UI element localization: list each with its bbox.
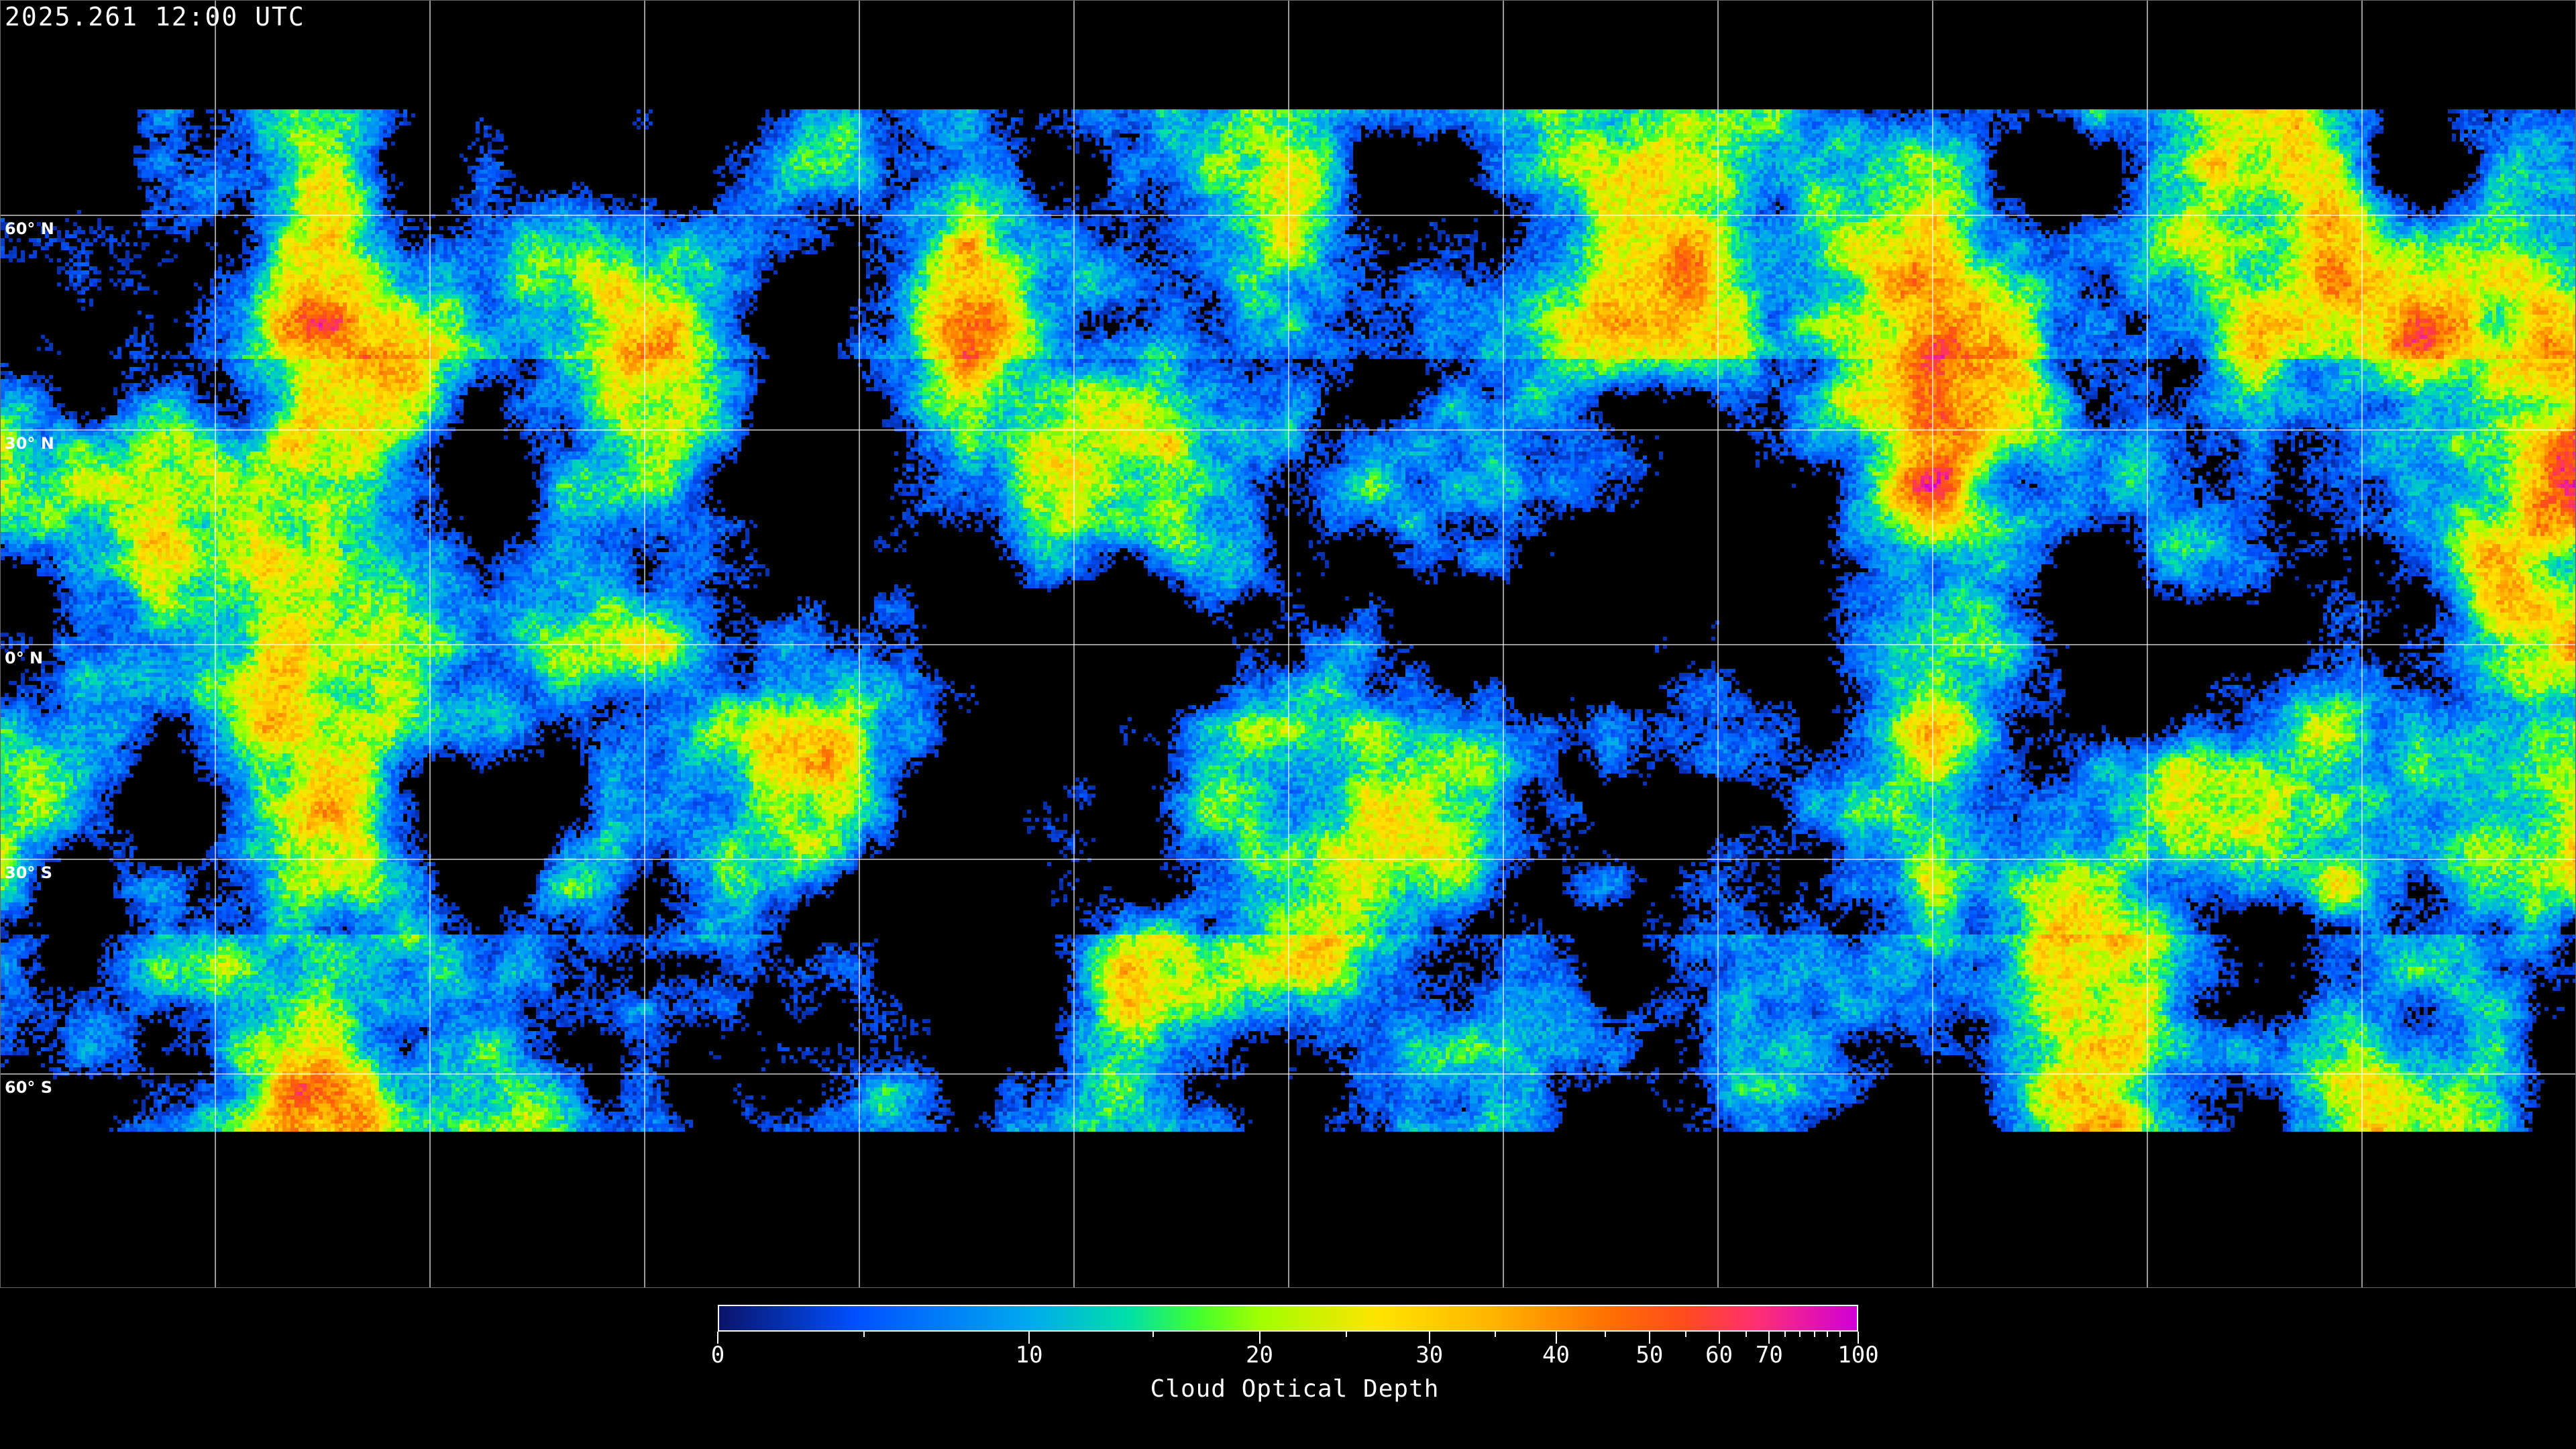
major-tick bbox=[1648, 1332, 1650, 1344]
minor-tick bbox=[1784, 1332, 1786, 1337]
minor-tick bbox=[863, 1332, 865, 1337]
colorbar-title: Cloud Optical Depth bbox=[1150, 1375, 1440, 1403]
cloud-optical-depth-map: 2025.261 12:00 UTC 60° N 30° N 0° N 30° … bbox=[0, 0, 2576, 1288]
tick-label: 0 bbox=[710, 1342, 725, 1368]
major-tick bbox=[1258, 1332, 1260, 1344]
major-tick bbox=[1028, 1332, 1030, 1344]
major-tick bbox=[1555, 1332, 1557, 1344]
timestamp: 2025.261 12:00 UTC bbox=[5, 2, 305, 32]
major-tick bbox=[1428, 1332, 1430, 1344]
major-tick bbox=[1768, 1332, 1770, 1344]
major-tick bbox=[717, 1332, 718, 1344]
major-tick bbox=[1718, 1332, 1720, 1344]
lat-label-30n: 30° N bbox=[5, 434, 54, 453]
tick-label: 50 bbox=[1635, 1342, 1664, 1368]
tick-label: 70 bbox=[1755, 1342, 1783, 1368]
lat-label-60n: 60° N bbox=[5, 219, 54, 238]
lat-label-0: 0° N bbox=[5, 649, 44, 667]
minor-tick bbox=[1495, 1332, 1497, 1337]
minor-tick bbox=[1746, 1332, 1748, 1337]
minor-tick bbox=[1345, 1332, 1347, 1337]
minor-tick bbox=[1814, 1332, 1816, 1337]
minor-tick bbox=[1799, 1332, 1801, 1337]
tick-label: 10 bbox=[1015, 1342, 1043, 1368]
lat-label-30s: 30° S bbox=[5, 863, 53, 882]
colorbar bbox=[718, 1305, 1858, 1332]
tick-label: 60 bbox=[1705, 1342, 1733, 1368]
major-tick bbox=[1858, 1332, 1859, 1344]
tick-label: 40 bbox=[1542, 1342, 1570, 1368]
tick-label: 30 bbox=[1415, 1342, 1444, 1368]
graticule bbox=[1, 1, 2575, 1287]
minor-tick bbox=[1839, 1332, 1841, 1337]
tick-label: 20 bbox=[1246, 1342, 1273, 1368]
tick-label: 100 bbox=[1837, 1342, 1879, 1368]
lat-label-60s: 60° S bbox=[5, 1078, 53, 1097]
minor-tick bbox=[1685, 1332, 1687, 1337]
minor-tick bbox=[1152, 1332, 1155, 1337]
minor-tick bbox=[1827, 1332, 1829, 1337]
minor-tick bbox=[1604, 1332, 1606, 1337]
